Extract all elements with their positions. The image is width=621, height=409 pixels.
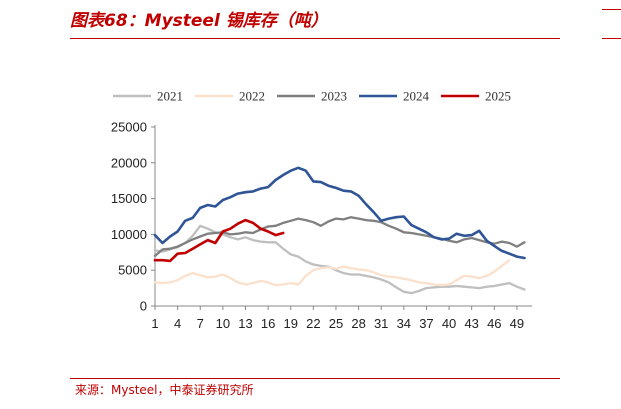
y-axis: 0 5000 10000 15000 20000 25000 bbox=[111, 120, 156, 314]
title-rule bbox=[70, 38, 560, 39]
y-tick-label: 25000 bbox=[111, 120, 147, 135]
legend-label-2025: 2025 bbox=[485, 89, 511, 104]
x-tick-label: 13 bbox=[238, 316, 252, 331]
legend-label-2021: 2021 bbox=[157, 89, 183, 104]
series-line-2023 bbox=[153, 216, 526, 258]
y-tick-label: 0 bbox=[140, 299, 147, 314]
x-tick-label: 4 bbox=[174, 316, 181, 331]
legend-label-2022: 2022 bbox=[239, 89, 265, 104]
x-tick-label: 37 bbox=[419, 316, 433, 331]
source-note: 来源：Mysteel，中泰证券研究所 bbox=[75, 383, 254, 397]
x-tick-label: 25 bbox=[329, 316, 343, 331]
legend-label-2023: 2023 bbox=[321, 89, 347, 104]
x-tick-label: 40 bbox=[442, 316, 456, 331]
y-tick-label: 20000 bbox=[111, 155, 147, 170]
line-chart: 2021 2022 2023 2024 2025 0 5000 10000 15000 2000… bbox=[111, 89, 532, 331]
x-tick-label: 31 bbox=[374, 316, 388, 331]
x-tick-label: 7 bbox=[197, 316, 204, 331]
y-tick-label: 5000 bbox=[118, 263, 147, 278]
right-top-rule bbox=[602, 9, 621, 10]
x-tick-label: 1 bbox=[151, 316, 158, 331]
x-tick-label: 43 bbox=[464, 316, 478, 331]
x-tick-label: 34 bbox=[397, 316, 411, 331]
x-tick-label: 49 bbox=[510, 316, 524, 331]
series-line-2024 bbox=[153, 166, 526, 260]
series-line-2022 bbox=[153, 259, 511, 287]
x-tick-label: 22 bbox=[306, 316, 320, 331]
series-layer bbox=[153, 166, 526, 295]
x-tick-label: 16 bbox=[261, 316, 275, 331]
series-line-2025 bbox=[153, 218, 285, 263]
figure-title: 图表68：Mysteel 锡库存（吨） bbox=[70, 11, 328, 31]
y-tick-label: 10000 bbox=[111, 227, 147, 242]
x-tick-label: 10 bbox=[216, 316, 230, 331]
x-tick-label: 28 bbox=[351, 316, 365, 331]
x-axis: 1 4 7 10 13 16 19 22 25 28 31 34 37 40 43 46 49 bbox=[151, 305, 532, 331]
legend-label-2024: 2024 bbox=[403, 89, 430, 104]
chart-legend: 2021 2022 2023 2024 2025 bbox=[113, 89, 511, 104]
x-tick-label: 46 bbox=[487, 316, 501, 331]
footer-rule bbox=[70, 378, 560, 379]
right-rule bbox=[602, 38, 621, 39]
y-tick-label: 15000 bbox=[111, 191, 147, 206]
x-tick-label: 19 bbox=[283, 316, 297, 331]
